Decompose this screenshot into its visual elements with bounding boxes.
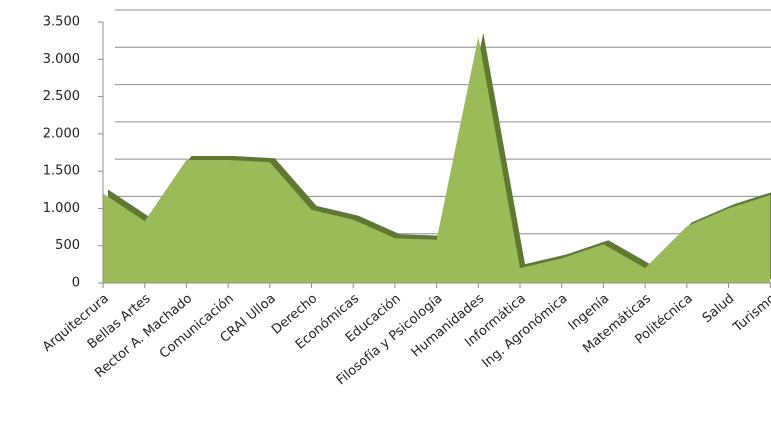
y-tick-label: 2.000: [43, 126, 80, 141]
y-tick-label: 1.000: [43, 201, 80, 216]
y-tick-label: 0: [72, 276, 80, 291]
y-tick-label: 2.500: [43, 89, 80, 104]
x-tick-label: Humanidades: [409, 291, 488, 360]
x-tick-label: Comunicación: [157, 291, 237, 362]
y-tick-label: 3.500: [43, 15, 80, 30]
y-tick-label: 3.000: [43, 52, 80, 67]
y-tick-label: 500: [55, 238, 80, 253]
x-tick-label: Salud: [700, 291, 737, 326]
x-tick-label: Turismo: [730, 291, 771, 336]
y-tick-label: 1.500: [43, 164, 80, 179]
area: [103, 36, 771, 283]
